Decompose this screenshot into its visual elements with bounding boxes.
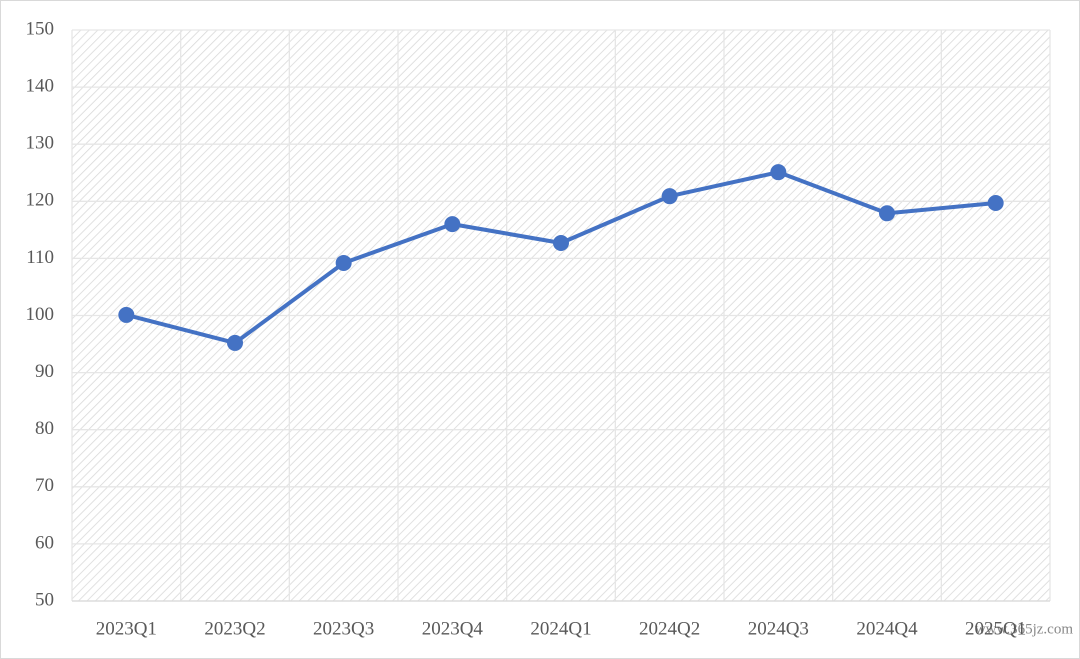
y-tick-label: 50 — [35, 589, 54, 610]
marker — [118, 306, 135, 323]
y-tick-label: 80 — [35, 418, 54, 439]
y-tick-label: 110 — [26, 247, 54, 268]
x-tick-label: 2023Q3 — [313, 618, 374, 639]
x-tick-label: 2023Q1 — [96, 618, 157, 639]
x-tick-label: 2024Q3 — [748, 618, 809, 639]
x-tick-label: 2024Q1 — [530, 618, 591, 639]
y-tick-label: 70 — [35, 475, 54, 496]
marker — [987, 195, 1004, 212]
marker — [227, 334, 243, 351]
marker — [444, 216, 461, 233]
x-tick-label: 2024Q2 — [639, 618, 700, 639]
y-tick-label: 130 — [26, 133, 55, 154]
marker — [661, 188, 678, 205]
x-tick-label: 2024Q4 — [856, 618, 918, 639]
marker — [335, 254, 352, 271]
y-tick-label: 100 — [26, 304, 55, 325]
y-tick-label: 140 — [26, 75, 55, 96]
marker — [879, 205, 895, 222]
x-tick-label: 2025Q1 — [965, 618, 1026, 639]
y-tick-label: 90 — [35, 361, 54, 382]
y-tick-label: 60 — [35, 532, 54, 553]
y-tick-label: 150 — [26, 18, 55, 39]
x-tick-label: 2023Q4 — [422, 618, 484, 639]
marker — [770, 164, 787, 181]
marker — [553, 234, 569, 251]
x-tick-label: 2023Q2 — [204, 618, 265, 639]
y-tick-label: 120 — [26, 190, 55, 211]
watermark: www.365jz.com — [975, 621, 1074, 637]
